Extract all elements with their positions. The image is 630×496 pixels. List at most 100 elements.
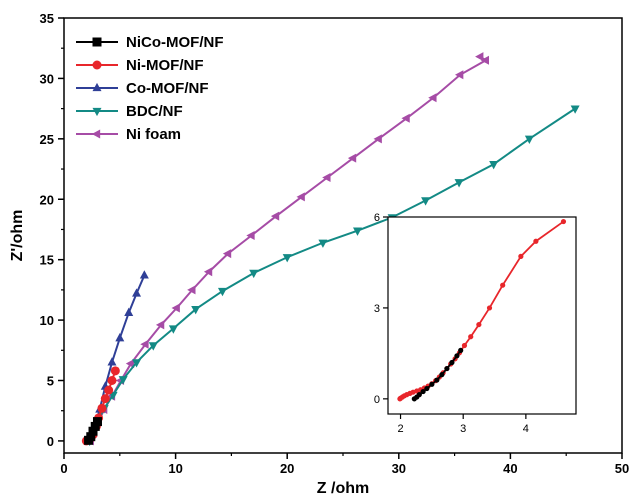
data-point-ni-foam xyxy=(373,134,382,144)
data-point-bdc-nf xyxy=(191,306,201,315)
inset-data-point-ni-mof-nf xyxy=(533,238,539,244)
x-tick-label: 10 xyxy=(168,461,182,476)
data-point-ni-foam xyxy=(270,211,280,221)
inset-data-point-nico-mof-nf xyxy=(444,365,450,372)
data-point-ni-foam xyxy=(140,339,149,349)
data-point-ni-mof-nf xyxy=(110,366,120,376)
data-point-ni-foam xyxy=(480,55,489,65)
data-point-ni-foam xyxy=(401,113,410,123)
inset-data-point-nico-mof-nf xyxy=(458,347,464,353)
inset-data-point-nico-mof-nf xyxy=(439,372,445,378)
inset-x-tick-label: 3 xyxy=(460,423,466,435)
data-point-ni-mof-nf xyxy=(107,376,117,385)
data-point-bdc-nf xyxy=(318,239,328,248)
legend-marker xyxy=(92,60,102,70)
data-point-nico-mof-nf xyxy=(88,426,98,436)
inset-x-axis: 2 3 4 xyxy=(397,414,529,435)
data-point-ni-foam xyxy=(322,173,331,182)
data-point-ni-foam xyxy=(296,192,305,202)
y-tick-label: 20 xyxy=(40,192,54,207)
data-point-bdc-nf xyxy=(489,161,499,170)
inset-data-point-ni-mof-nf xyxy=(468,334,474,340)
data-point-bdc-nf xyxy=(168,325,178,334)
main-series-group xyxy=(81,52,580,447)
legend-marker xyxy=(91,129,101,139)
legend-item-ni-mof-nf: Ni-MOF/NF xyxy=(76,57,203,74)
inset-plot-area: 2 3 4 0 3 6 xyxy=(374,212,577,435)
data-point-co-mof-nf xyxy=(124,307,134,316)
y-tick-label: 15 xyxy=(40,253,54,268)
inset-data-point-ni-mof-nf xyxy=(486,305,493,311)
y-tick-label: 0 xyxy=(47,434,54,449)
y-tick-label: 10 xyxy=(40,313,54,328)
inset-data-point-nico-mof-nf xyxy=(429,381,435,387)
data-point-ni-foam xyxy=(155,320,165,330)
data-point-co-mof-nf xyxy=(139,270,149,279)
data-point-ni-foam xyxy=(125,359,135,369)
y-tick-label: 25 xyxy=(40,132,54,147)
data-point-ni-foam xyxy=(187,285,196,295)
inset-x-tick-label: 2 xyxy=(397,423,403,435)
inset-data-point-nico-mof-nf xyxy=(424,385,430,392)
inset-data-point-nico-mof-nf xyxy=(420,388,426,395)
legend-item-bdc-nf: BDC/NF xyxy=(76,103,183,120)
data-point-ni-mof-nf xyxy=(97,403,107,413)
x-axis-title: Z /ohm xyxy=(317,480,369,496)
x-tick-label: 40 xyxy=(503,461,517,476)
legend-label: NiCo-MOF/NF xyxy=(126,34,223,51)
data-point-bdc-nf xyxy=(249,269,259,279)
main-plot-area: 0 10 20 30 40 50 0 5 10 15 20 25 30 35 xyxy=(40,11,630,476)
data-point-ni-foam xyxy=(475,52,484,62)
x-tick-label: 50 xyxy=(615,461,629,476)
inset-data-point-nico-mof-nf xyxy=(416,392,422,398)
legend-marker xyxy=(92,37,102,47)
data-point-co-mof-nf xyxy=(132,288,142,297)
inset-series-nico-mof-nf xyxy=(411,347,464,402)
y-tick-label: 30 xyxy=(40,71,54,86)
inset-y-tick-label: 6 xyxy=(374,212,380,224)
legend: NiCo-MOF/NF Ni-MOF/NF Co-MOF/NF BDC/NF Ni fo… xyxy=(76,34,223,143)
data-point-nico-mof-nf xyxy=(90,421,100,431)
x-tick-label: 20 xyxy=(280,461,294,476)
data-point-co-mof-nf xyxy=(115,333,125,342)
legend-item-nico-mof-nf: NiCo-MOF/NF xyxy=(76,34,223,51)
series-co-mof-nf xyxy=(82,270,149,445)
y-axis-title: Z'/ohm xyxy=(9,210,26,262)
inset-data-point-nico-mof-nf xyxy=(449,359,455,366)
main-x-axis: 0 10 20 30 40 50 xyxy=(60,453,629,476)
legend-label: Ni foam xyxy=(126,126,181,143)
inset-data-point-ni-mof-nf xyxy=(476,321,482,328)
data-point-ni-foam xyxy=(455,70,464,80)
inset-y-axis: 0 3 6 xyxy=(374,212,388,406)
legend-label: Co-MOF/NF xyxy=(126,80,208,97)
x-tick-label: 0 xyxy=(60,461,67,476)
inset-data-point-ni-mof-nf xyxy=(518,253,524,259)
legend-label: BDC/NF xyxy=(126,103,183,120)
data-point-bdc-nf xyxy=(454,179,464,188)
data-point-ni-foam xyxy=(222,249,232,259)
x-tick-label: 30 xyxy=(392,461,406,476)
data-point-bdc-nf xyxy=(524,135,534,145)
data-point-bdc-nf xyxy=(570,105,580,114)
y-tick-label: 35 xyxy=(40,11,54,26)
data-point-bdc-nf xyxy=(421,197,431,206)
legend-marker xyxy=(92,107,102,117)
inset-data-point-ni-mof-nf xyxy=(500,282,506,288)
series-nico-mof-nf xyxy=(84,417,102,445)
data-point-bdc-nf xyxy=(148,342,158,351)
legend-item-ni-foam: Ni foam xyxy=(76,126,181,143)
data-point-bdc-nf xyxy=(217,287,227,297)
data-point-bdc-nf xyxy=(353,227,363,236)
inset-data-point-ni-mof-nf xyxy=(461,342,468,349)
y-tick-label: 5 xyxy=(47,374,54,389)
data-point-ni-mof-nf xyxy=(104,385,114,395)
data-point-bdc-nf xyxy=(132,359,142,368)
inset-data-point-ni-mof-nf xyxy=(560,218,567,225)
data-point-co-mof-nf xyxy=(107,357,117,366)
data-point-ni-foam xyxy=(246,231,255,240)
inset-x-tick-label: 4 xyxy=(523,423,529,435)
data-point-nico-mof-nf xyxy=(92,417,102,427)
main-y-axis: 0 5 10 15 20 25 30 35 xyxy=(40,11,64,449)
inset-plot-frame xyxy=(387,216,577,415)
